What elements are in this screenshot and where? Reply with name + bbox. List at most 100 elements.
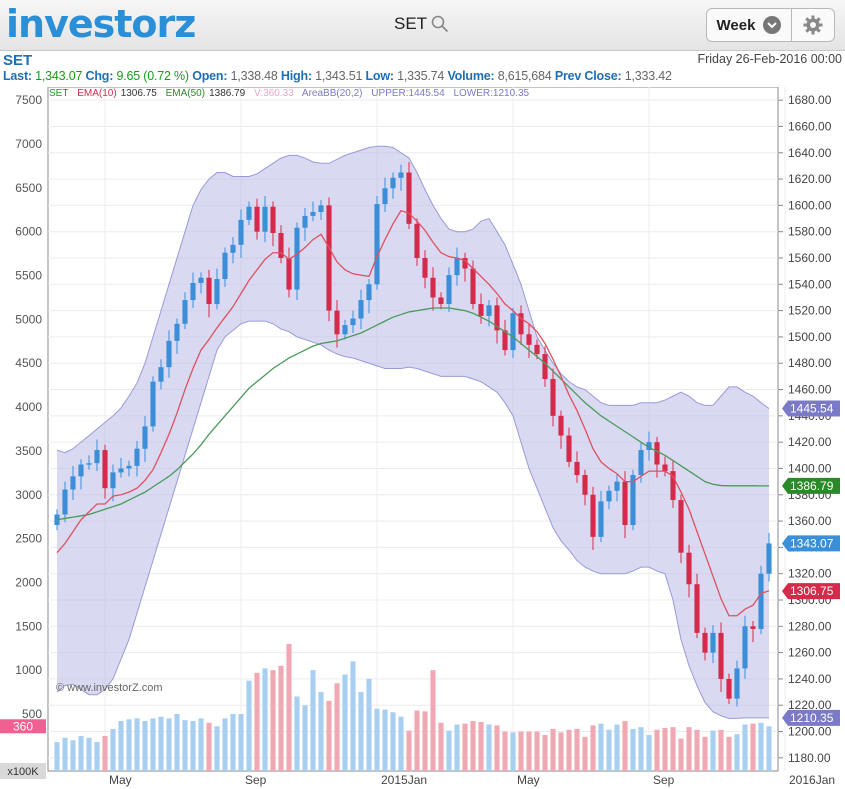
candle [398,164,404,191]
price-tick-label: 1620.00 [788,172,832,186]
candle [550,368,556,427]
candle [174,318,180,355]
candle-body [78,464,84,477]
price-tick-label: 1520.00 [788,304,832,318]
candle-body [742,626,748,669]
candle [582,469,588,506]
price-tick-label: 1680.00 [788,93,832,107]
volume-tick-label: 4500 [15,356,42,370]
price-chart[interactable]: 1180.00 1200.00 1220.00 1240.00 1260.00 1280.… [0,87,845,789]
volume-bar [446,730,452,771]
candle [518,305,524,345]
candle [150,376,156,432]
search-icon[interactable] [431,15,449,33]
volume-bar [334,683,340,771]
volume-bar [550,728,556,771]
price-tick-label: 1500.00 [788,330,832,344]
x-tick-label: Sep [653,773,675,787]
legend-ema10: EMA(10) 1306.75 [77,88,157,99]
volume-bar [566,729,572,771]
candle-body [686,552,692,585]
volume-tick-label: 7000 [15,137,42,151]
candle-body [302,215,308,228]
volume-bar [502,731,508,771]
volume-bar [518,731,524,771]
candle-body [262,206,268,232]
volume-bar [238,714,244,771]
price-tick-label: 1460.00 [788,383,832,397]
candle [526,323,532,358]
candle-body [718,632,724,679]
candle [334,300,340,348]
candle [510,307,516,358]
candle-body [62,489,68,515]
candle [262,196,268,243]
candle [230,236,236,264]
investorz-logo[interactable]: investorz [6,2,196,46]
candle-body [430,277,436,298]
candle-body [646,442,652,451]
candle [198,272,204,294]
candle-body [542,354,548,380]
timeframe-dropdown[interactable]: Week [706,8,792,42]
candle [726,673,732,704]
volume-bar [270,670,276,771]
open-value: 1,338.48 [230,69,278,83]
volume-bar [438,722,444,771]
volume-bar [358,692,364,771]
price-tag-label: 1306.75 [790,584,834,598]
symbol-name: SET [3,52,33,69]
symbol-search[interactable]: SET [394,14,449,34]
candle-body [102,450,108,489]
price-tag-label: 1386.79 [790,479,834,493]
x-tick-label: 2015Jan [381,773,427,787]
settings-button[interactable] [791,8,835,42]
candle-body [118,468,124,473]
candle-body [670,471,676,501]
candle [758,565,764,635]
volume-bar [510,732,516,771]
chevron-down-icon [763,16,782,34]
volume-bar [302,705,308,771]
volume-bar [598,723,604,771]
candle [254,198,260,240]
candle [270,201,276,247]
open-label: Open: [192,69,228,83]
volume-tick-label: 6500 [15,181,42,195]
volume-bar [318,692,324,771]
x-tick-label: May [109,773,132,787]
legend-ema50-value: 1386.79 [209,88,246,99]
volume-bar [718,729,724,771]
candle [414,218,420,266]
price-tick-label: 1200.00 [788,725,832,739]
candle [662,456,668,477]
candle-body [614,481,620,491]
candle [190,272,196,308]
candle [438,292,444,310]
price-tag-label: 1343.07 [790,536,834,550]
prev-close-value: 1,333.42 [624,69,672,83]
volume-bar [542,735,548,771]
price-tick-label: 1360.00 [788,514,832,528]
legend-ema10-label: EMA(10) [77,88,117,99]
volume-bar [278,665,284,771]
candle-body [486,305,492,316]
candle [350,310,356,333]
legend-set: SET [49,88,69,99]
candle [70,465,76,501]
candle [702,627,708,661]
candle-body [630,475,636,526]
volume-tick-label: 3000 [15,488,42,502]
volume-bar [62,737,68,771]
candle [694,573,700,639]
price-tag [782,400,840,417]
candle-body [198,277,204,283]
bb-upper-line [56,145,770,454]
candle-body [310,211,316,216]
volume-bar [150,718,156,771]
price-tag [782,583,840,600]
volume-bar [702,736,708,771]
volume-bar [462,723,468,771]
price-tag-label: 1210.35 [790,711,834,725]
candle-body [150,381,156,427]
